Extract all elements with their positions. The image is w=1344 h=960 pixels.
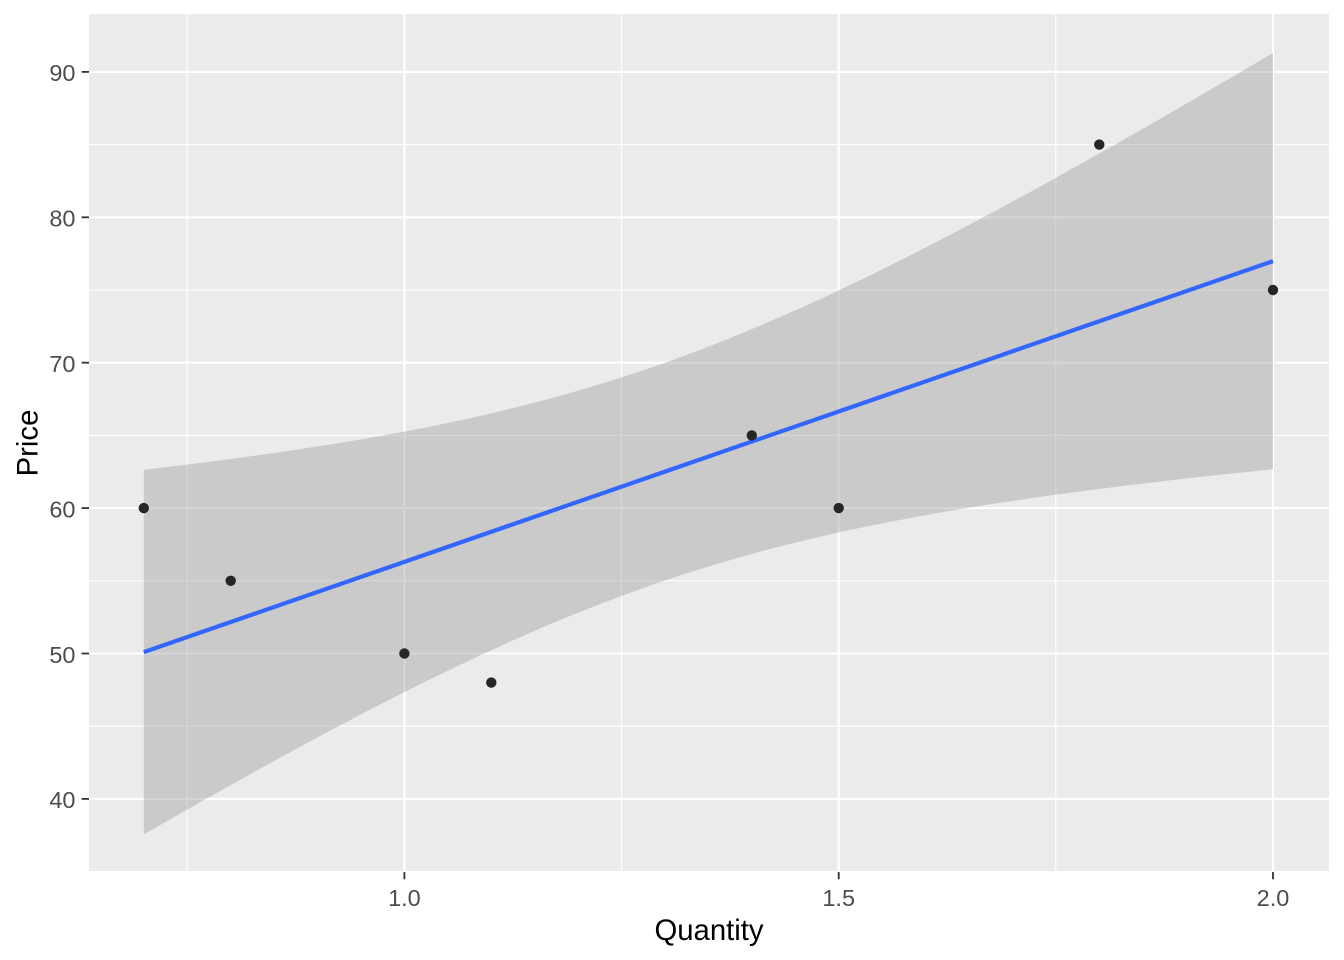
svg-text:Quantity: Quantity [654, 914, 763, 947]
svg-text:50: 50 [49, 642, 75, 668]
svg-text:70: 70 [49, 351, 75, 377]
svg-text:60: 60 [49, 496, 75, 522]
svg-text:1.5: 1.5 [822, 885, 855, 911]
svg-text:1.0: 1.0 [388, 885, 421, 911]
svg-text:80: 80 [49, 206, 75, 232]
svg-text:40: 40 [49, 787, 75, 813]
svg-text:Price: Price [12, 410, 45, 477]
svg-text:2.0: 2.0 [1257, 885, 1290, 911]
svg-text:90: 90 [49, 60, 75, 86]
